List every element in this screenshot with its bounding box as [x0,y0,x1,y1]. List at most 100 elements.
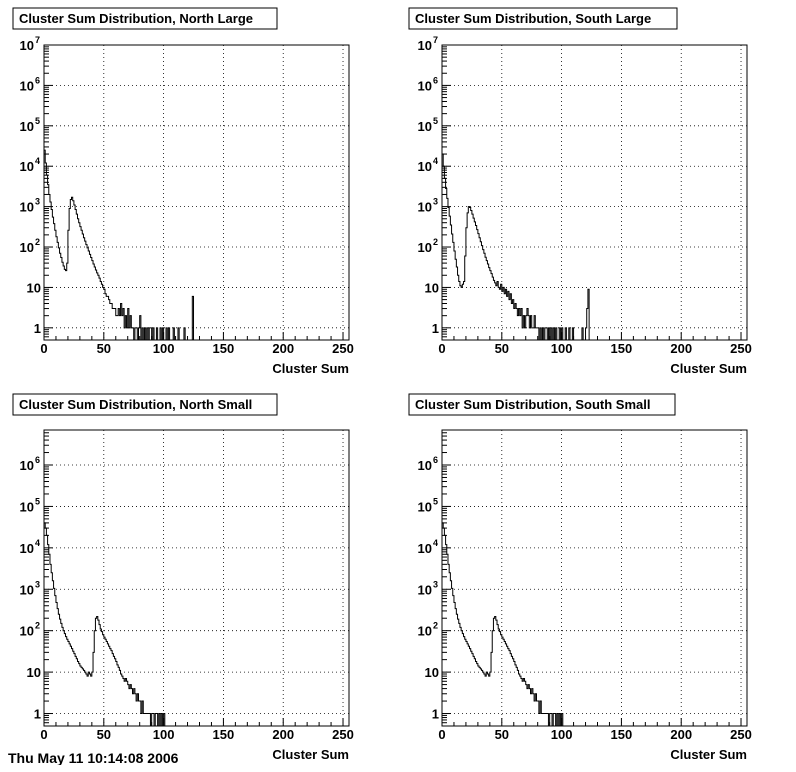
y-tick-exponent: 2 [433,237,438,247]
y-tick-exponent: 6 [35,455,40,465]
x-tick-label: 100 [551,727,573,742]
y-tick-label: 10 [20,624,34,639]
y-tick-label: 10 [27,280,41,295]
x-axis-title: Cluster Sum [670,361,747,376]
x-tick-label: 100 [153,727,175,742]
y-tick-exponent: 3 [433,579,438,589]
y-tick-label: 10 [418,624,432,639]
y-tick-exponent: 2 [35,237,40,247]
x-tick-label: 250 [332,727,354,742]
chart-panel-3: Cluster Sum Distribution, North Small 0 50… [12,393,354,762]
y-tick-label: 10 [20,582,34,597]
y-tick-label: 10 [20,541,34,556]
x-tick-label: 0 [40,341,47,356]
y-tick-label: 10 [418,582,432,597]
y-tick-exponent: 5 [433,496,438,506]
x-tick-label: 150 [213,341,235,356]
y-tick-label: 10 [20,38,34,53]
y-tick-exponent: 7 [35,35,40,45]
chart-title: Cluster Sum Distribution, North Large [19,11,253,26]
chart-title-box: Cluster Sum Distribution, South Large [408,7,678,30]
chart-panel-1: Cluster Sum Distribution, North Large 0 50… [12,7,354,376]
histogram-series [442,522,567,726]
y-tick-exponent: 5 [35,116,40,126]
x-tick-label: 200 [670,341,692,356]
x-tick-label: 50 [495,341,509,356]
y-tick-label: 10 [27,665,41,680]
x-tick-label: 200 [272,727,294,742]
y-tick-label: 10 [418,78,432,93]
y-tick-exponent: 6 [35,75,40,85]
y-tick-exponent: 7 [433,35,438,45]
histogram-series [44,149,195,340]
chart-title-box: Cluster Sum Distribution, North Large [12,7,278,30]
x-tick-label: 200 [670,727,692,742]
x-tick-label: 100 [153,341,175,356]
y-tick-label: 10 [418,541,432,556]
y-tick-label: 1 [432,321,439,336]
y-tick-label: 10 [418,38,432,53]
y-tick-label: 10 [418,119,432,134]
chart-title: Cluster Sum Distribution, South Large [415,11,651,26]
y-tick-exponent: 6 [433,455,438,465]
x-tick-label: 250 [730,727,752,742]
y-tick-exponent: 3 [433,197,438,207]
x-tick-label: 0 [438,727,445,742]
x-tick-label: 200 [272,341,294,356]
x-tick-label: 50 [495,727,509,742]
y-tick-label: 10 [20,200,34,215]
y-tick-exponent: 5 [35,496,40,506]
y-tick-exponent: 4 [433,538,438,548]
x-tick-label: 50 [97,727,111,742]
x-tick-label: 150 [213,727,235,742]
y-tick-exponent: 3 [35,579,40,589]
y-tick-label: 10 [425,280,439,295]
plot-frame [43,429,350,727]
y-tick-label: 10 [20,499,34,514]
histogram-series [442,153,593,340]
x-tick-label: 150 [611,727,633,742]
chart-title-box: Cluster Sum Distribution, South Small [408,393,676,416]
plot-frame [441,429,748,727]
x-tick-label: 250 [730,341,752,356]
chart-title: Cluster Sum Distribution, North Small [19,397,252,412]
y-tick-label: 10 [418,159,432,174]
plot-frame [43,44,350,341]
histogram-series [44,522,169,726]
y-tick-label: 10 [20,159,34,174]
y-tick-exponent: 6 [433,75,438,85]
y-tick-exponent: 5 [433,116,438,126]
y-tick-label: 10 [418,499,432,514]
x-tick-label: 150 [611,341,633,356]
plot-frame [441,44,748,341]
chart-panel-2: Cluster Sum Distribution, South Large 0 50… [408,7,752,376]
timestamp-footer: Thu May 11 10:14:08 2006 [8,751,179,766]
x-tick-label: 100 [551,341,573,356]
y-tick-exponent: 4 [35,538,40,548]
y-tick-exponent: 4 [35,156,40,166]
y-tick-label: 10 [20,458,34,473]
y-tick-label: 10 [425,665,439,680]
x-tick-label: 0 [438,341,445,356]
y-tick-exponent: 3 [35,197,40,207]
y-tick-label: 10 [20,240,34,255]
chart-title-box: Cluster Sum Distribution, North Small [12,393,278,416]
y-tick-exponent: 2 [433,621,438,631]
x-tick-label: 0 [40,727,47,742]
y-tick-label: 1 [34,707,41,722]
x-axis-title: Cluster Sum [272,361,349,376]
x-axis-title: Cluster Sum [670,747,747,762]
y-tick-label: 1 [34,321,41,336]
y-tick-label: 10 [418,458,432,473]
y-tick-label: 1 [432,707,439,722]
y-tick-exponent: 4 [433,156,438,166]
y-tick-label: 10 [20,78,34,93]
chart-panel-4: Cluster Sum Distribution, South Small 0 50… [408,393,752,762]
y-tick-label: 10 [20,119,34,134]
chart-title: Cluster Sum Distribution, South Small [415,397,650,412]
y-tick-exponent: 2 [35,621,40,631]
y-tick-label: 10 [418,240,432,255]
x-tick-label: 250 [332,341,354,356]
x-axis-title: Cluster Sum [272,747,349,762]
